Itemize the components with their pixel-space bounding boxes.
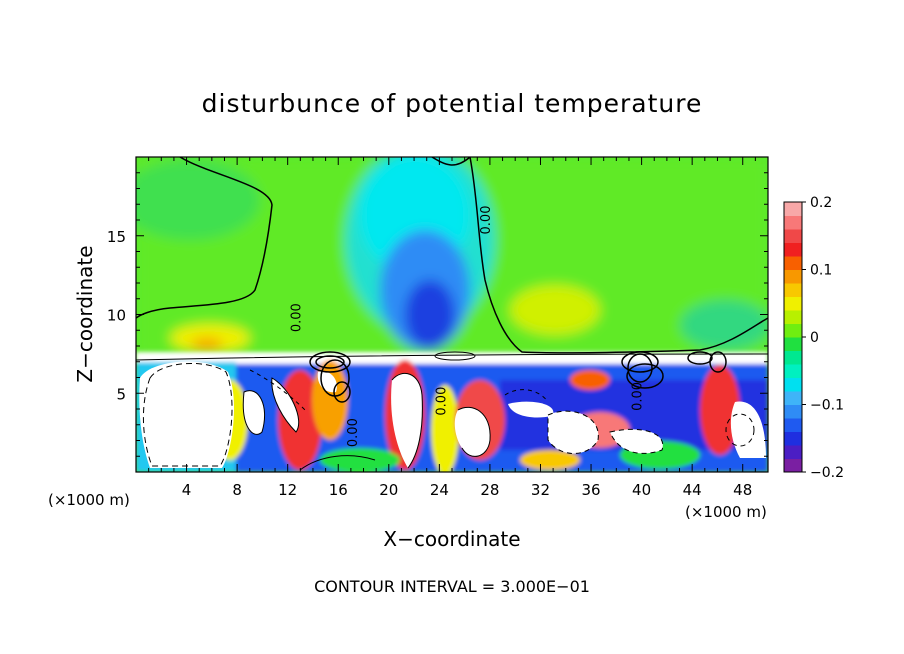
contour-label: 0.00 xyxy=(346,418,361,447)
y-tick-label: 5 xyxy=(116,385,126,403)
colorbar-swatch xyxy=(784,431,802,446)
contour-lines xyxy=(136,157,768,471)
x-tick-label: 20 xyxy=(379,481,398,499)
y-tick-label: 15 xyxy=(107,228,126,246)
x-tick-label: 12 xyxy=(278,481,297,499)
chart-title: disturbunce of potential temperature xyxy=(202,89,703,118)
colorbar-swatch xyxy=(784,337,802,351)
colorbar-swatch xyxy=(784,256,802,270)
x-tick-label: 28 xyxy=(480,481,499,499)
colorbar-tick-label: 0 xyxy=(810,330,819,346)
colorbar-tick-label: 0.2 xyxy=(810,195,832,211)
x-tick-label: 36 xyxy=(581,481,600,499)
x-tick-label: 44 xyxy=(683,481,702,499)
contour-label: 0.00 xyxy=(479,206,494,235)
colorbar-swatch xyxy=(784,202,802,216)
colorbar-swatch xyxy=(784,215,802,230)
contour-label: 0.00 xyxy=(631,382,646,411)
colorbar-swatch xyxy=(784,269,802,284)
x-tick-label: 4 xyxy=(182,481,192,499)
colorbar-swatch xyxy=(784,458,802,473)
colorbar-swatch xyxy=(784,445,802,459)
colorbar-swatch xyxy=(784,391,802,405)
colorbar-swatch xyxy=(784,242,802,257)
x-tick-label: 8 xyxy=(232,481,242,499)
x-unit-right: (×1000 m) xyxy=(685,503,767,521)
colorbar-swatch xyxy=(784,364,802,378)
x-unit-left: (×1000 m) xyxy=(48,491,130,509)
x-axis: 4 8 12 16 20 24 28 32 36 40 44 48 xyxy=(148,157,756,499)
heatmap-field xyxy=(136,157,768,472)
x-axis-label: X−coordinate xyxy=(383,527,520,551)
contour-labels: 0.00 0.00 0.00 0.00 0.00 xyxy=(289,206,645,448)
colorbar-swatch xyxy=(784,283,802,297)
colorbar-swatch xyxy=(784,229,802,243)
x-tick-label: 24 xyxy=(430,481,449,499)
contour-interval-note: CONTOUR INTERVAL = 3.000E−01 xyxy=(314,577,590,596)
contour-label: 0.00 xyxy=(289,303,304,332)
colorbar-swatch xyxy=(784,350,802,365)
y-axis: 5 10 15 xyxy=(107,172,768,457)
x-tick-label: 40 xyxy=(632,481,651,499)
colorbar-swatch xyxy=(784,377,802,392)
y-axis-label: Z−coordinate xyxy=(73,245,97,382)
x-tick-label: 48 xyxy=(733,481,752,499)
colorbar-swatch xyxy=(784,418,802,432)
colorbar-swatch xyxy=(784,404,802,419)
x-tick-label: 16 xyxy=(329,481,348,499)
colorbar-tick-label: 0.1 xyxy=(810,263,832,279)
colorbar-swatch xyxy=(784,310,802,324)
colorbar-swatch xyxy=(784,296,802,311)
colorbar: 0.2 0.1 0 −0.1 −0.2 xyxy=(783,195,844,481)
y-tick-label: 10 xyxy=(107,307,126,325)
x-tick-label: 32 xyxy=(531,481,550,499)
colorbar-tick-label: −0.1 xyxy=(810,398,844,414)
colorbar-swatch xyxy=(784,323,802,338)
colorbar-tick-label: −0.2 xyxy=(810,465,844,481)
contour-label: 0.00 xyxy=(435,387,450,416)
